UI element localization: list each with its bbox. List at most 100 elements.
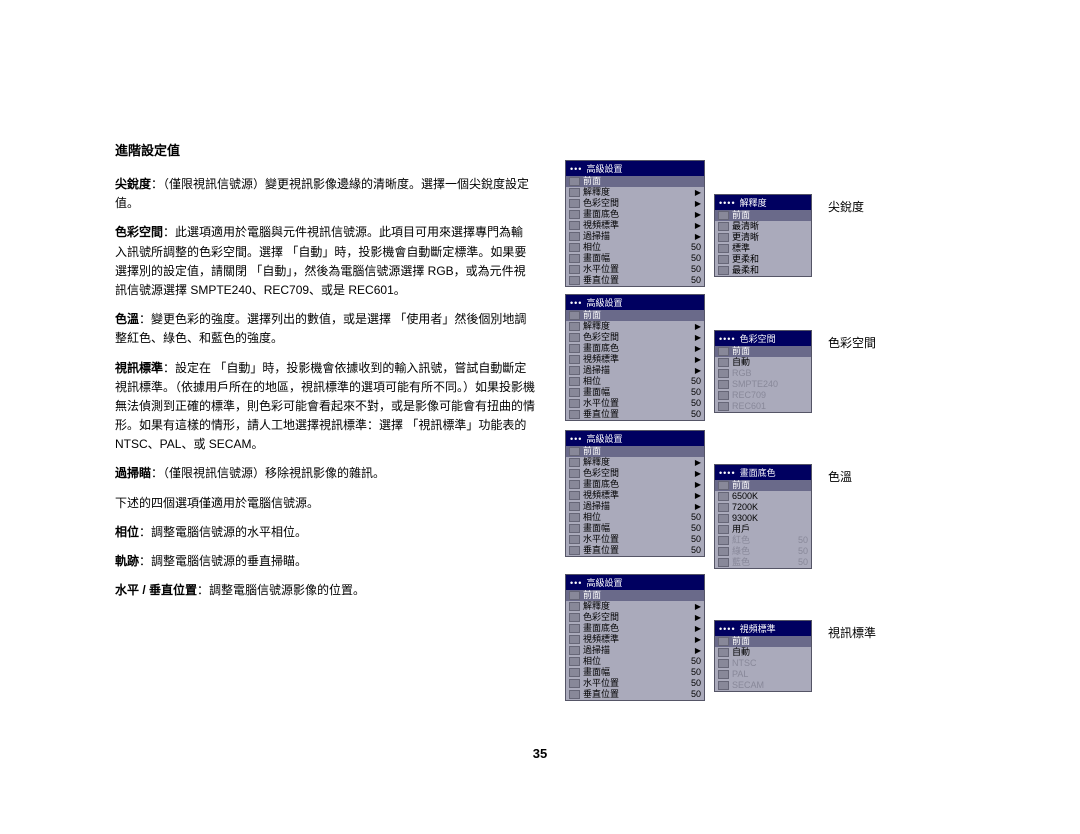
osd-label: 畫面幅: [583, 387, 681, 398]
osd-row: 視頻標準▶: [566, 220, 704, 231]
page-number: 35: [533, 746, 547, 761]
osd-titlebar: ••••色彩空間: [715, 331, 811, 346]
menu-item-icon: [569, 502, 580, 511]
menu-item-icon: [718, 525, 729, 534]
osd-label: 色彩空間: [583, 332, 692, 343]
menu-item-icon: [718, 369, 729, 378]
osd-value: 50: [681, 678, 701, 689]
osd-row: 7200K: [715, 502, 811, 513]
chevron-right-icon: ▶: [695, 321, 701, 332]
osd-label: 最清晰: [732, 221, 808, 232]
menu-item-icon: [569, 657, 580, 666]
caption-colorspace: 色彩空間: [828, 334, 876, 351]
osd-main-3: •••高級設置前面解釋度▶色彩空間▶畫面底色▶視頻標準▶過掃描▶相位50畫面幅5…: [565, 430, 705, 557]
osd-row: 更清晰: [715, 232, 811, 243]
osd-label: 水平位置: [583, 678, 681, 689]
osd-label: 視頻標準: [583, 490, 692, 501]
section-title: 進階設定值: [115, 140, 535, 159]
menu-item-icon: [569, 243, 580, 252]
osd-row: PAL: [715, 669, 811, 680]
menu-item-icon: [569, 355, 580, 364]
osd-label: 相位: [583, 656, 681, 667]
osd-label: 垂直位置: [583, 689, 681, 700]
osd-row: 過掃描▶: [566, 501, 704, 512]
osd-label: 更柔和: [732, 254, 808, 265]
menu-item-icon: [569, 210, 580, 219]
osd-row: 標準: [715, 243, 811, 254]
osd-label: 前面: [583, 590, 701, 601]
osd-row: 更柔和: [715, 254, 811, 265]
osd-label: 7200K: [732, 502, 808, 513]
osd-row: 9300K: [715, 513, 811, 524]
osd-value: 50: [681, 409, 701, 420]
osd-sharpness: ••••解釋度前面最清晰更清晰標準更柔和最柔和: [714, 194, 812, 277]
menu-item-icon: [569, 535, 580, 544]
menu-item-icon: [718, 681, 729, 690]
osd-label: 畫面底色: [583, 479, 692, 490]
osd-row: 畫面幅50: [566, 667, 704, 678]
osd-row: 最柔和: [715, 265, 811, 276]
para-videostd: 視訊標準：設定在 「自動」時，投影機會依據收到的輸入訊號，嘗試自動斷定視訊標準。…: [115, 359, 535, 455]
osd-row: REC709: [715, 390, 811, 401]
osd-row: 紅色50: [715, 535, 811, 546]
para-note: 下述的四個選項僅適用於電腦信號源。: [115, 494, 535, 513]
chevron-right-icon: ▶: [695, 490, 701, 501]
osd-label: 色彩空間: [583, 612, 692, 623]
text-content: 進階設定值 尖銳度：（僅限視訊信號源）變更視訊影像邊緣的清晰度。選擇一個尖銳度設…: [115, 140, 535, 610]
osd-label: 6500K: [732, 491, 808, 502]
osd-label: 畫面幅: [583, 667, 681, 678]
menu-item-icon: [718, 514, 729, 523]
osd-row: 色彩空間▶: [566, 612, 704, 623]
chevron-right-icon: ▶: [695, 612, 701, 623]
osd-row: 垂直位置50: [566, 545, 704, 556]
para-colorspace: 色彩空間：此選項適用於電腦與元件視訊信號源。此項目可用來選擇專門為輸入訊號所調整…: [115, 223, 535, 300]
osd-label: 畫面底色: [583, 343, 692, 354]
osd-value: 50: [681, 398, 701, 409]
osd-row: 色彩空間▶: [566, 198, 704, 209]
osd-value: 50: [681, 387, 701, 398]
osd-label: SMPTE240: [732, 379, 808, 390]
osd-value: 50: [788, 546, 808, 557]
menu-item-icon: [569, 679, 580, 688]
osd-videostd: ••••視頻標準前面自動NTSCPALSECAM: [714, 620, 812, 692]
osd-colortemp: ••••畫面底色前面6500K7200K9300K用戶紅色50綠色50藍色50: [714, 464, 812, 569]
osd-label: 色彩空間: [583, 198, 692, 209]
menu-item-icon: [718, 233, 729, 242]
menu-item-icon: [569, 254, 580, 263]
menu-item-icon: [569, 366, 580, 375]
osd-value: 50: [681, 264, 701, 275]
osd-label: 9300K: [732, 513, 808, 524]
osd-titlebar: ••••解釋度: [715, 195, 811, 210]
osd-label: 自動: [732, 647, 808, 658]
menu-item-icon: [569, 377, 580, 386]
menu-item-icon: [718, 558, 729, 567]
osd-label: 過掃描: [583, 231, 692, 242]
menu-item-icon: [569, 524, 580, 533]
menu-item-icon: [569, 322, 580, 331]
osd-value: 50: [788, 535, 808, 546]
chevron-right-icon: ▶: [695, 209, 701, 220]
menu-item-icon: [569, 624, 580, 633]
osd-value: 50: [681, 253, 701, 264]
osd-row: 相位50: [566, 512, 704, 523]
osd-titlebar: ••••畫面底色: [715, 465, 811, 480]
osd-row: 水平位置50: [566, 398, 704, 409]
osd-label: 垂直位置: [583, 545, 681, 556]
osd-row: 垂直位置50: [566, 409, 704, 420]
osd-row: 色彩空間▶: [566, 468, 704, 479]
osd-row: 解釋度▶: [566, 457, 704, 468]
osd-label: 最柔和: [732, 265, 808, 276]
osd-row: 畫面底色▶: [566, 209, 704, 220]
osd-row: 解釋度▶: [566, 601, 704, 612]
osd-label: 相位: [583, 242, 681, 253]
osd-main-1: •••高級設置前面解釋度▶色彩空間▶畫面底色▶視頻標準▶過掃描▶相位50畫面幅5…: [565, 160, 705, 287]
chevron-right-icon: ▶: [695, 220, 701, 231]
osd-row: 前面: [566, 590, 704, 601]
osd-titlebar: •••高級設置: [566, 431, 704, 446]
osd-label: REC601: [732, 401, 808, 412]
menu-item-icon: [718, 637, 729, 646]
osd-label: 解釋度: [583, 457, 692, 468]
osd-label: 畫面底色: [583, 209, 692, 220]
para-position: 水平 / 垂直位置：調整電腦信號源影像的位置。: [115, 581, 535, 600]
menu-item-icon: [569, 188, 580, 197]
